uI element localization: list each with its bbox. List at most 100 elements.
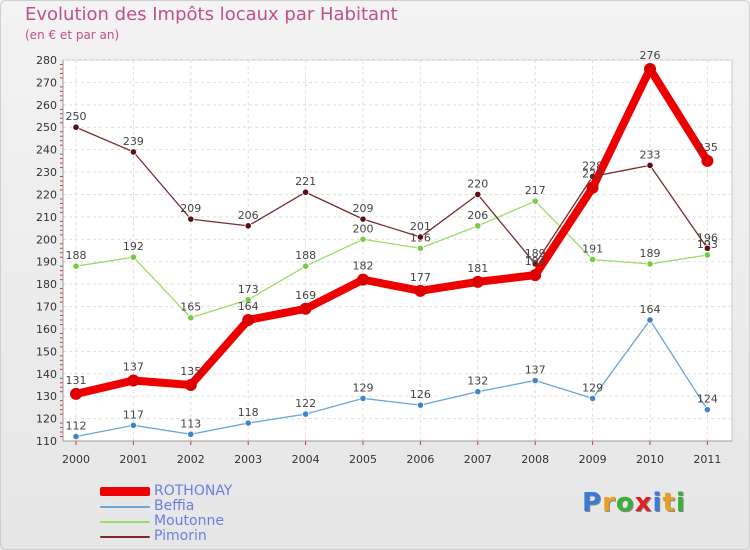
data-label-rothonay: 181: [467, 262, 488, 275]
data-point-rothonay: [357, 273, 369, 286]
legend-item-pimorin: Pimorin: [100, 529, 232, 544]
data-point-beffia: [531, 376, 539, 385]
legend: ROTHONAY Beffia Moutonne Pimorin: [100, 484, 232, 544]
data-label-beffia: 122: [295, 397, 316, 410]
data-point-rothonay: [586, 181, 599, 194]
x-tick-label: 2002: [177, 453, 205, 466]
data-point-beffia: [703, 406, 712, 414]
data-point-beffia: [129, 421, 137, 429]
x-tick-label: 2000: [62, 453, 90, 466]
data-point-beffia: [588, 394, 597, 403]
x-tick-label: 2003: [234, 453, 262, 466]
data-label-beffia: 117: [123, 408, 144, 421]
legend-label: ROTHONAY: [154, 483, 233, 499]
data-label-beffia: 129: [582, 381, 603, 394]
x-tick-label: 2007: [464, 453, 492, 466]
y-tick-label: 270: [36, 76, 57, 89]
data-point-rothonay: [184, 378, 197, 391]
data-label-moutonne: 217: [525, 184, 546, 197]
x-tick-label: 2010: [636, 453, 664, 466]
logo-letter: o: [615, 488, 635, 518]
data-point-beffia: [72, 432, 80, 441]
x-tick-label: 2004: [292, 453, 320, 466]
data-point-moutonne: [588, 255, 597, 264]
data-label-rothonay: 276: [640, 49, 661, 62]
x-tick-label: 2006: [406, 453, 434, 466]
data-point-moutonne: [703, 251, 712, 259]
data-label-moutonne: 173: [238, 283, 259, 296]
data-point-beffia: [359, 394, 367, 403]
data-label-beffia: 132: [467, 375, 488, 388]
data-label-pimorin: 196: [697, 231, 718, 244]
data-point-rothonay: [299, 302, 312, 315]
legend-label: Moutonne: [154, 513, 224, 529]
data-label-rothonay: 135: [180, 365, 201, 378]
data-point-rothonay: [242, 313, 255, 326]
x-tick-label: 2009: [579, 453, 607, 466]
data-point-rothonay: [127, 374, 140, 387]
data-label-rothonay: 223: [582, 168, 603, 181]
y-tick-label: 130: [36, 390, 57, 403]
data-point-rothonay: [701, 154, 714, 167]
data-point-pimorin: [187, 215, 195, 223]
data-label-rothonay: 164: [238, 300, 259, 313]
x-tick-label: 2011: [693, 453, 721, 466]
data-point-rothonay: [414, 284, 427, 297]
data-label-pimorin: 209: [353, 202, 374, 215]
data-label-rothonay: 235: [697, 141, 718, 154]
series-line-moutonne: [75, 200, 709, 319]
x-tick-label: 2001: [119, 453, 147, 466]
logo-letter: t: [662, 488, 676, 518]
chart-title: Evolution des Impôts locaux par Habitant: [25, 4, 398, 25]
logo-letter: i: [652, 488, 663, 518]
data-point-moutonne: [416, 244, 424, 252]
y-tick-label: 220: [36, 188, 57, 201]
data-label-moutonne: 191: [582, 242, 603, 255]
data-point-beffia: [646, 316, 654, 324]
data-label-beffia: 112: [66, 420, 87, 433]
data-label-pimorin: 209: [180, 202, 201, 215]
data-label-pimorin: 201: [410, 220, 431, 233]
legend-label: Pimorin: [154, 528, 207, 544]
data-label-moutonne: 200: [353, 222, 374, 235]
data-label-pimorin: 189: [525, 247, 546, 260]
logo-letter: x: [634, 488, 653, 518]
y-tick-label: 190: [36, 256, 57, 269]
data-label-pimorin: 221: [295, 175, 316, 188]
y-tick-label: 170: [36, 301, 57, 314]
data-label-rothonay: 182: [353, 260, 374, 273]
data-label-rothonay: 184: [525, 255, 546, 268]
series-line-rothonay: [72, 64, 712, 398]
data-label-rothonay: 169: [295, 289, 316, 302]
data-point-beffia: [301, 410, 310, 418]
data-label-moutonne: 188: [66, 249, 87, 262]
data-point-moutonne: [187, 314, 195, 322]
data-point-pimorin: [359, 215, 367, 223]
legend-swatch: [100, 505, 150, 508]
data-point-beffia: [474, 388, 482, 396]
logo-letter: r: [602, 488, 616, 518]
data-point-beffia: [187, 430, 195, 438]
data-label-rothonay: 131: [66, 374, 87, 387]
y-tick-label: 200: [36, 233, 57, 246]
data-point-pimorin: [72, 123, 80, 131]
data-label-pimorin: 239: [123, 135, 144, 148]
data-point-pimorin: [301, 188, 310, 196]
series-line-beffia: [75, 319, 709, 438]
data-point-pimorin: [129, 148, 137, 156]
data-point-moutonne: [474, 222, 482, 230]
data-label-beffia: 126: [410, 388, 431, 401]
data-point-moutonne: [301, 262, 310, 270]
data-point-rothonay: [644, 62, 656, 75]
logo-letter: P: [582, 488, 603, 518]
data-label-pimorin: 220: [467, 177, 488, 190]
legend-label: Beffia: [154, 498, 195, 514]
data-point-pimorin: [703, 244, 712, 252]
y-tick-label: 120: [36, 413, 57, 426]
y-tick-label: 240: [36, 144, 57, 157]
data-point-rothonay: [471, 275, 484, 288]
data-label-pimorin: 233: [640, 148, 661, 161]
data-point-moutonne: [359, 235, 367, 243]
logo-letter: i: [675, 488, 686, 518]
